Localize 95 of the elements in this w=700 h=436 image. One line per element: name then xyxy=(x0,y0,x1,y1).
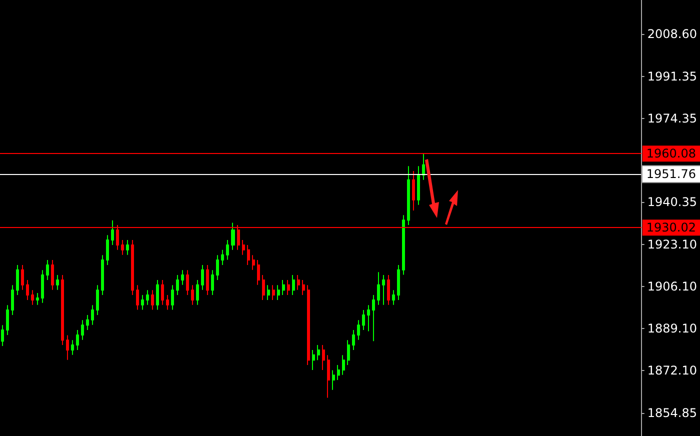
candlestick xyxy=(121,240,124,256)
candlestick xyxy=(86,314,89,331)
candlestick xyxy=(6,304,9,336)
candlestick xyxy=(242,240,245,256)
ref-line-label: 1960.08 xyxy=(646,146,696,161)
y-tick-label: 1854.85 xyxy=(647,406,697,420)
candlestick xyxy=(317,344,320,361)
candlestick xyxy=(417,166,420,206)
candlestick xyxy=(46,260,49,280)
y-tick-label: 1906.10 xyxy=(647,280,697,294)
candlestick xyxy=(422,153,425,180)
candlestick xyxy=(36,292,39,306)
candlestick xyxy=(176,274,179,296)
candlestick xyxy=(191,284,194,306)
candlestick xyxy=(31,290,34,306)
candlestick xyxy=(272,284,275,300)
y-tick-label: 1923.10 xyxy=(647,238,697,252)
candlestick xyxy=(21,264,24,290)
candlestick xyxy=(402,214,405,276)
candlestick xyxy=(287,279,290,296)
candlestick xyxy=(337,364,340,381)
candlestick xyxy=(267,284,270,300)
candlestick xyxy=(11,284,14,316)
candlestick xyxy=(136,284,139,310)
candlestick xyxy=(26,279,29,300)
candlestick xyxy=(216,254,219,280)
candlestick xyxy=(146,290,149,306)
candlestick xyxy=(51,260,54,290)
candlestick xyxy=(131,240,134,296)
candlestick xyxy=(141,294,144,310)
y-tick-label: 1991.35 xyxy=(647,70,697,84)
candlestick xyxy=(161,279,164,306)
candlestick xyxy=(377,272,380,306)
y-tick-label: 1940.35 xyxy=(647,195,697,210)
y-tick-label: 1974.35 xyxy=(647,111,697,126)
candlestick xyxy=(382,274,385,306)
candlestick xyxy=(307,284,310,366)
candlestick xyxy=(247,244,250,266)
candlestick xyxy=(1,324,4,347)
candlestick xyxy=(282,279,285,296)
candlestick xyxy=(397,264,400,300)
candlestick xyxy=(407,166,410,226)
candlestick xyxy=(277,284,280,300)
candlestick xyxy=(196,279,199,306)
y-tick-label: 2008.60 xyxy=(647,27,697,42)
candlestick xyxy=(91,304,94,326)
candlestick xyxy=(66,334,69,360)
candlestick xyxy=(412,170,415,211)
candlestick xyxy=(367,304,370,332)
candlestick xyxy=(362,310,365,331)
candlestick xyxy=(392,290,395,306)
candlestick xyxy=(71,340,74,356)
candlestick xyxy=(327,354,330,398)
candlestick xyxy=(347,340,350,366)
candlestick xyxy=(16,264,19,296)
candlestick xyxy=(171,284,174,310)
candlestick xyxy=(166,294,169,310)
candlestick xyxy=(186,270,189,296)
candlestick xyxy=(372,294,375,342)
candlestick xyxy=(106,234,109,266)
candlestick xyxy=(252,254,255,270)
candlestick xyxy=(211,270,214,296)
candlestick xyxy=(96,284,99,316)
y-tick-label: 1872.10 xyxy=(647,363,697,378)
candlestick xyxy=(61,274,64,346)
candlestick xyxy=(322,344,325,370)
candlestick xyxy=(342,354,345,376)
candlestick xyxy=(76,330,79,350)
candlestick xyxy=(151,290,154,310)
candlestick xyxy=(231,222,235,250)
candlestick xyxy=(156,279,159,310)
candlestick xyxy=(221,249,224,266)
candlestick xyxy=(332,370,335,390)
candlestick xyxy=(111,220,114,246)
ref-line-label: 1930.02 xyxy=(646,220,696,235)
candlestick xyxy=(292,274,295,296)
candlestick xyxy=(257,260,260,286)
candlestick xyxy=(41,270,44,304)
candlestick xyxy=(312,349,315,370)
candlestick xyxy=(357,320,360,340)
candlestick xyxy=(126,240,129,256)
candlestick xyxy=(297,274,300,290)
y-tick-label: 1889.10 xyxy=(647,322,697,336)
candlestick xyxy=(226,240,229,260)
candlestick xyxy=(181,270,184,286)
candlestick xyxy=(352,330,355,350)
candlestick xyxy=(81,320,84,340)
candlestick xyxy=(302,279,305,296)
ref-line-label: 1951.76 xyxy=(646,167,696,182)
candlestick xyxy=(387,274,390,306)
candlestick xyxy=(206,264,209,296)
candlestick xyxy=(56,274,59,290)
candlestick xyxy=(201,264,204,290)
candlestick xyxy=(101,254,104,296)
candlestick xyxy=(262,274,265,300)
